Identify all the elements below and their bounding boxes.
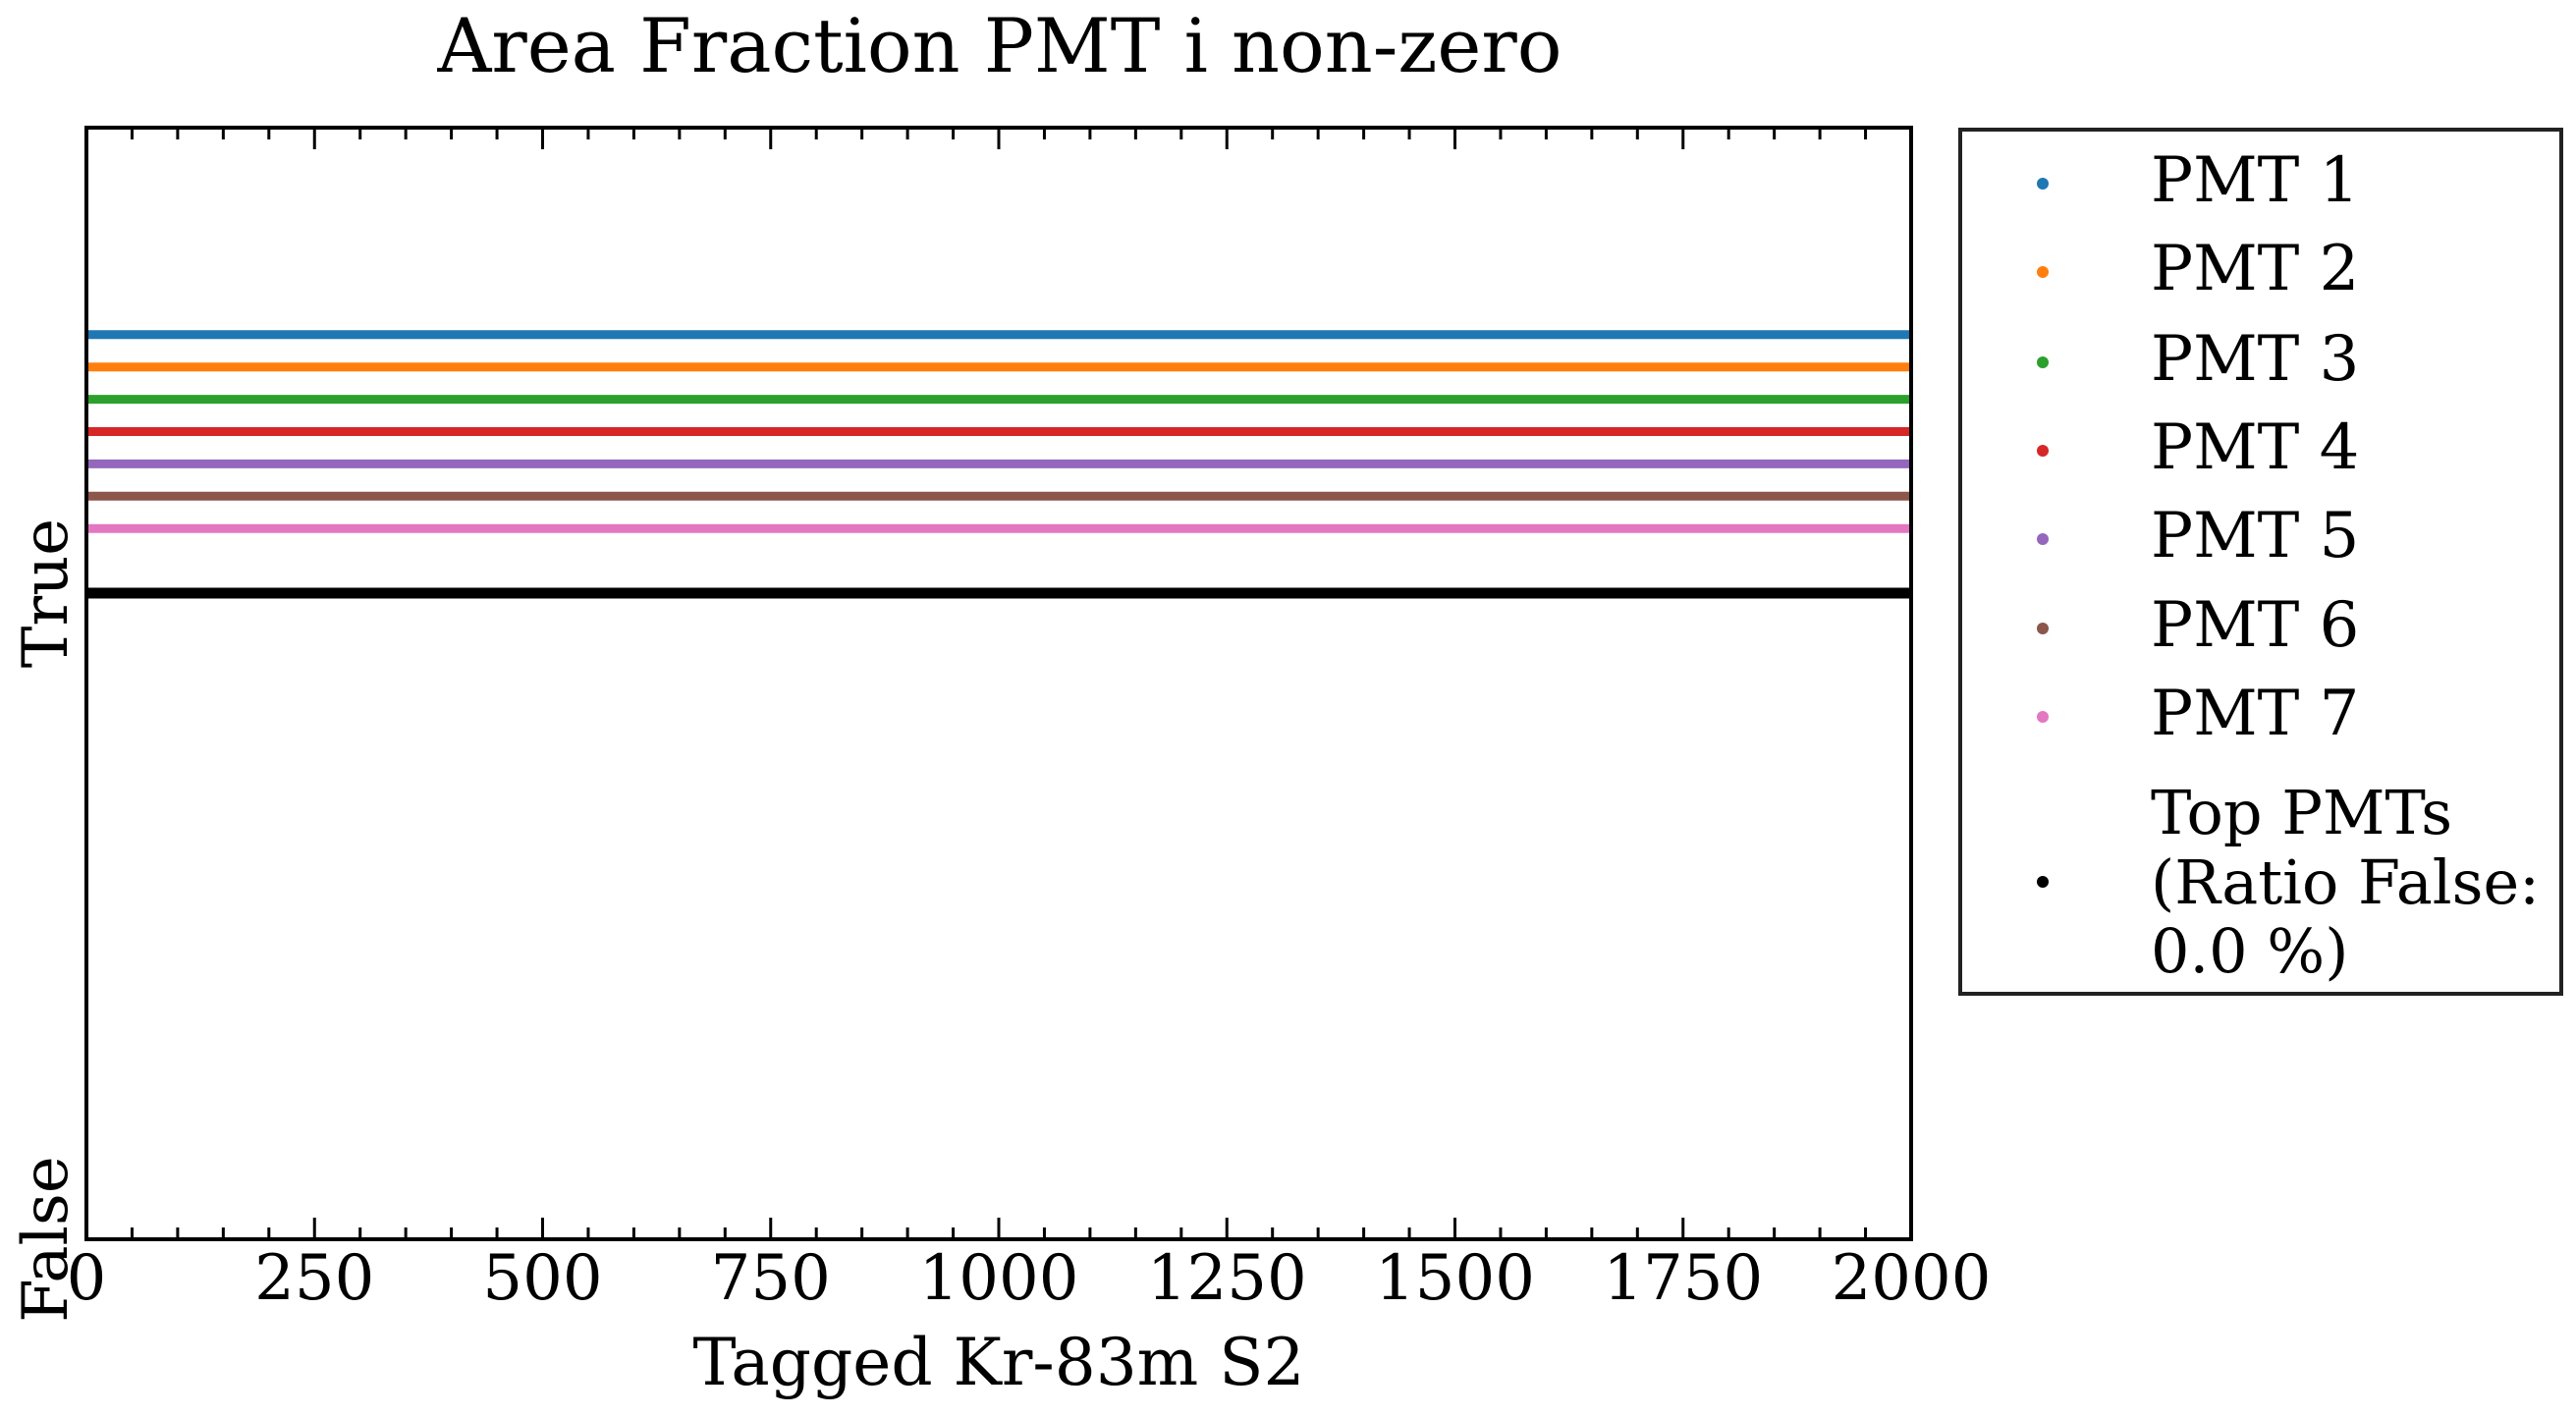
x-tick-label: 1000	[919, 1242, 1079, 1315]
x-tick-label: 1250	[1147, 1242, 1307, 1315]
legend-label-line: Top PMTs	[2151, 777, 2452, 848]
x-tick-label: 250	[254, 1242, 374, 1315]
legend-marker	[2037, 266, 2049, 278]
legend-marker	[2037, 876, 2049, 888]
chart-title: Area Fraction PMT i non-zero	[436, 2, 1562, 89]
legend-label: PMT 4	[2151, 411, 2359, 484]
series-layer	[86, 330, 1911, 599]
legend-label: PMT 7	[2151, 678, 2359, 750]
x-tick-label: 750	[711, 1242, 831, 1315]
legend-label: PMT 3	[2151, 323, 2359, 396]
y-axis-ticks: False True	[10, 518, 1911, 1323]
legend: PMT 1 PMT 2 PMT 3 PMT 4 PMT 5 PMT 6 PMT 7 Top P…	[1958, 128, 2563, 996]
legend-marker	[2037, 178, 2049, 190]
legend-marker	[2037, 356, 2049, 368]
legend-label-line: (Ratio False:	[2151, 846, 2540, 918]
legend-marker	[2037, 533, 2049, 545]
y-tick-label: True	[10, 518, 82, 668]
legend-label: PMT 2	[2151, 233, 2359, 305]
plot-frame	[84, 126, 1913, 1241]
x-tick-label: 1750	[1603, 1242, 1763, 1315]
x-tick-label: 500	[482, 1242, 602, 1315]
x-axis-label: Tagged Kr-83m S2	[693, 1325, 1305, 1400]
legend-marker	[2037, 711, 2049, 723]
x-axis-ticks: 0 250 500 750 1000 1250 1500 1750 2000	[67, 128, 1992, 1315]
y-tick-label: False	[10, 1156, 82, 1322]
legend-label: PMT 1	[2151, 144, 2359, 217]
x-tick-label: 0	[67, 1242, 107, 1315]
legend-frame	[1958, 128, 2563, 996]
legend-marker	[2037, 623, 2049, 634]
legend-label: PMT 6	[2151, 589, 2359, 662]
x-tick-label: 2000	[1832, 1242, 1992, 1315]
legend-label: PMT 5	[2151, 500, 2359, 572]
legend-label-line: 0.0 %)	[2151, 915, 2348, 987]
x-tick-label: 1500	[1375, 1242, 1535, 1315]
legend-marker	[2037, 445, 2049, 457]
